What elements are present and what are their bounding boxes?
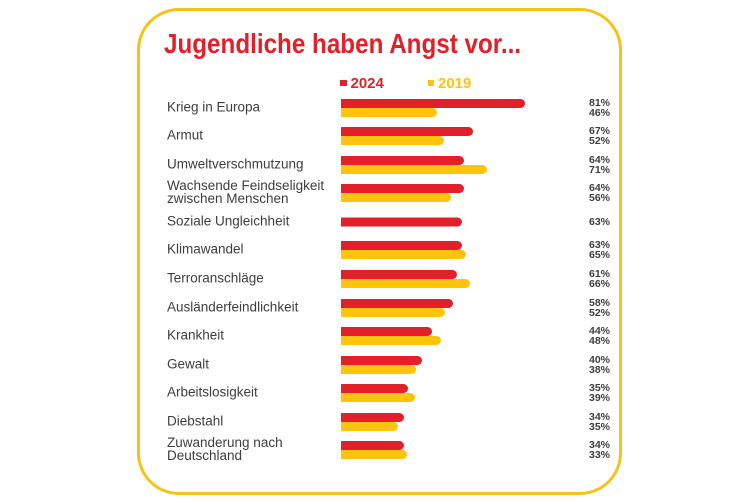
bar-2019 (341, 136, 444, 146)
legend-label: 2024 (350, 74, 384, 92)
bar-2024 (341, 217, 462, 227)
bar-group (341, 127, 473, 146)
bar-2024 (341, 127, 473, 137)
chart-row: Soziale Ungleichheit 63% (0, 208, 752, 237)
category-label: Gewalt (167, 356, 210, 372)
legend-item-2019: 2019 (427, 74, 472, 92)
value-labels: 35% 39% (589, 382, 611, 405)
chart-title: Jugendliche haben Angst vor... (164, 28, 522, 59)
chart-row: Armut 67% 52% (0, 122, 752, 151)
value-labels: 58% 52% (589, 296, 611, 319)
legend-label: 2019 (438, 74, 472, 92)
bar-group (341, 217, 462, 227)
bar-2024 (341, 412, 404, 422)
value-labels: 61% 66% (589, 268, 611, 291)
bar-2019 (341, 336, 441, 346)
chart-row: Diebstahl 34% 35% (0, 408, 752, 437)
value-labels: 44% 48% (589, 325, 611, 348)
bar-2019 (341, 107, 437, 117)
category-label: Krankheit (167, 327, 225, 343)
chart-row: Krieg in Europa 81% 46% (0, 93, 752, 122)
value-labels: 34% 35% (589, 410, 611, 433)
category-label: Soziale Ungleichheit (167, 213, 290, 229)
category-label: Diebstahl (167, 413, 224, 429)
category-label: Klimawandel (167, 242, 244, 258)
category-label: Krieg in Europa (167, 99, 261, 115)
bar-group (341, 98, 525, 117)
bar-group (341, 327, 441, 346)
category-label: Umweltverschmutzung (167, 156, 304, 172)
legend-swatch-2019 (427, 79, 434, 87)
bar-2024 (341, 327, 432, 337)
bar-2019 (341, 450, 407, 460)
bar-group (341, 184, 464, 203)
bar-2024 (341, 355, 422, 365)
chart-row: Ausländerfeindlichkeit 58% 52% (0, 293, 752, 322)
chart-row: Krankheit 44% 48% (0, 322, 752, 351)
chart-row: Umweltverschmutzung 64% 71% (0, 151, 752, 180)
chart-row: Wachsende Feindseligkeit zwischen Mensch… (0, 179, 752, 208)
category-label: Armut (167, 127, 204, 143)
value-labels: 81% 46% (589, 96, 611, 119)
bar-2024 (341, 98, 525, 108)
chart-row: Terroranschläge 61% 66% (0, 265, 752, 294)
bar-2019 (341, 164, 487, 174)
bar-2019 (341, 393, 415, 403)
bar-2024 (341, 441, 404, 451)
value-labels: 34% 33% (589, 439, 611, 462)
bar-2024 (341, 298, 453, 308)
bar-2024 (341, 184, 464, 194)
chart-row: Klimawandel 63% 65% (0, 236, 752, 265)
chart-row: Zuwanderung nach Deutschland 34% 33% (0, 436, 752, 465)
bar-group (341, 412, 404, 431)
bar-2024 (341, 241, 462, 251)
legend-swatch-2024 (340, 79, 347, 87)
bar-2019 (341, 250, 466, 260)
bar-group (341, 155, 487, 174)
category-label: Zuwanderung nach Deutschland (167, 435, 283, 464)
bar-group (341, 355, 422, 374)
value-labels: 63% (589, 215, 611, 228)
value-labels: 64% 71% (589, 153, 611, 176)
legend-item-2024: 2024 (340, 74, 384, 92)
bar-2024 (341, 270, 457, 280)
bar-2019 (341, 193, 451, 203)
value-labels: 64% 56% (589, 182, 611, 205)
bar-group (341, 298, 453, 317)
bar-2024 (341, 155, 464, 165)
bar-2024 (341, 384, 408, 394)
bar-2019 (341, 279, 470, 289)
bar-group (341, 241, 466, 260)
bar-group (341, 384, 415, 403)
value-labels: 67% 52% (589, 125, 611, 148)
bar-2019 (341, 307, 445, 317)
chart-row: Gewalt 40% 38% (0, 350, 752, 379)
category-label: Wachsende Feindseligkeit zwischen Mensch… (167, 178, 325, 207)
category-label: Ausländerfeindlichkeit (167, 299, 299, 315)
bar-group (341, 270, 470, 289)
value-labels: 40% 38% (589, 353, 611, 376)
category-label: Arbeitslosigkeit (167, 384, 258, 400)
bar-2019 (341, 364, 416, 374)
value-labels: 63% 65% (589, 239, 611, 262)
category-label: Terroranschläge (167, 270, 264, 286)
bar-2019 (341, 421, 398, 431)
chart-row: Arbeitslosigkeit 35% 39% (0, 379, 752, 408)
bar-group (341, 441, 407, 460)
